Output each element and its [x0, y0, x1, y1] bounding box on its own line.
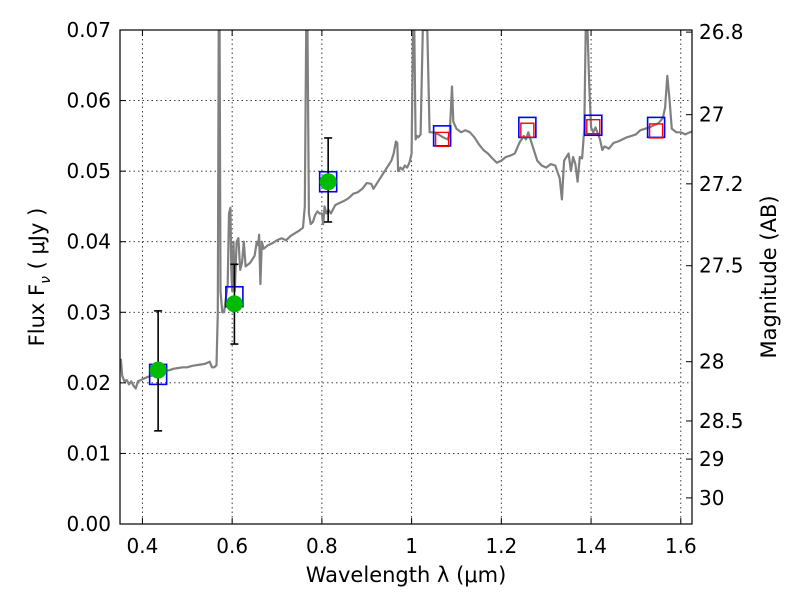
y-axis-label: Flux Fν ( μJy ) — [25, 208, 54, 347]
y-tick-label: 0.01 — [66, 441, 111, 465]
y2-tick-label: 30 — [699, 486, 724, 510]
y-tick-label: 0.05 — [66, 159, 111, 183]
x-tick-label: 0.8 — [306, 534, 338, 558]
observed-point — [225, 295, 243, 313]
y2-tick-label: 26.8 — [699, 20, 744, 44]
observed-limit-square — [520, 122, 535, 138]
y-tick-label: 0.07 — [66, 18, 111, 42]
y-axis-label-main: Flux F — [25, 284, 49, 346]
secondary-y-axis-label: Magnitude (AB) — [757, 195, 781, 358]
x-tick-label: 1.4 — [575, 534, 607, 558]
y2-tick-label: 27.2 — [699, 172, 744, 196]
y-axis-label-subscript: ν — [38, 276, 54, 284]
grid — [120, 29, 692, 525]
observed-limit-square — [586, 118, 601, 135]
y-axis-label-unit: ( μJy ) — [25, 208, 49, 276]
x-axis-label: Wavelength λ (μm) — [306, 563, 507, 587]
y2-tick-label: 29 — [699, 447, 724, 471]
plot-frame — [119, 29, 693, 525]
y-tick-label: 0.00 — [66, 512, 111, 536]
plot-area — [120, 30, 692, 432]
observed-point — [319, 173, 337, 191]
y2-tick-label: 28 — [699, 350, 724, 374]
observed-limit-square — [648, 123, 664, 139]
x-tick-label: 1.2 — [485, 534, 517, 558]
y-tick-label: 0.06 — [66, 89, 111, 113]
axis-ticks: 0.4 0.6 0.8 1 1.2 1.4 1.6 0.00 0.01 0.02 0.03 0.04 0… — [66, 18, 743, 558]
y2-tick-label: 28.5 — [699, 409, 744, 433]
x-tick-label: 0.4 — [127, 534, 159, 558]
y2-tick-label: 27.5 — [699, 254, 744, 278]
observed-limit-square — [434, 131, 450, 148]
x-tick-label: 1.6 — [665, 534, 697, 558]
y-tick-label: 0.04 — [66, 230, 111, 254]
x-tick-label: 1 — [405, 534, 418, 558]
y-tick-label: 0.02 — [66, 371, 111, 395]
model-spectrum-line — [120, 30, 692, 390]
observed-point — [149, 361, 167, 379]
y2-tick-label: 27 — [699, 103, 724, 127]
x-tick-label: 0.6 — [216, 534, 248, 558]
model-photometry-square — [584, 114, 603, 137]
y-tick-label: 0.03 — [66, 300, 111, 324]
